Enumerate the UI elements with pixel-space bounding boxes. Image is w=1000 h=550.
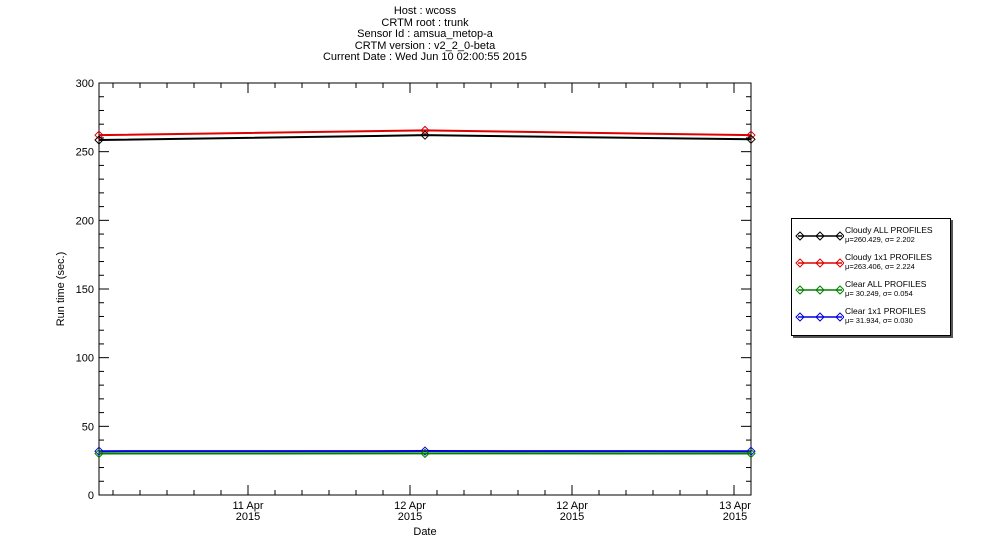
- y-tick-label: 300: [76, 78, 94, 90]
- legend-swatch-marker: [795, 285, 805, 295]
- legend-label: Clear ALL PROFILES: [845, 279, 927, 289]
- title-line-host: Host : wcoss: [393, 5, 457, 17]
- legend-swatch-marker: [795, 258, 805, 268]
- data-point: [94, 446, 104, 456]
- title-line-root: CRTM root : trunk: [381, 16, 469, 29]
- title-line-version: CRTM version : v2_2_0-beta: [354, 39, 496, 52]
- legend-label: Clear 1x1 PROFILES: [845, 306, 926, 316]
- legend-swatch-marker: [815, 312, 825, 322]
- data-point: [746, 134, 756, 145]
- legend-swatch-icon: [795, 258, 844, 268]
- legend-swatch-marker: [835, 312, 844, 322]
- legend-item-clear-all: Clear ALL PROFILES μ= 30.249, σ= 0.054: [792, 277, 950, 303]
- legend: Cloudy ALL PROFILES μ=260.429, σ= 2.202 …: [791, 218, 951, 336]
- y-axis-label: Run time (sec.): [55, 252, 67, 327]
- legend-swatch-marker: [835, 231, 844, 241]
- legend-label: Cloudy ALL PROFILES: [845, 225, 933, 235]
- x-tick-label-year: 2015: [236, 511, 260, 523]
- x-axis-label: Date: [413, 526, 436, 538]
- y-tick-label: 150: [76, 284, 94, 296]
- legend-swatch-icon: [795, 231, 844, 241]
- legend-stats: μ= 30.249, σ= 0.054: [845, 289, 913, 298]
- series-line: [98, 129, 752, 137]
- data-point: [94, 135, 104, 145]
- data-point: [746, 446, 756, 456]
- plot-frame: [98, 82, 752, 496]
- data-point: [94, 448, 104, 459]
- chart-title: Host : wcoss CRTM root : trunk Sensor Id…: [200, 5, 650, 64]
- data-point: [420, 130, 430, 140]
- legend-swatch-marker: [815, 285, 825, 295]
- y-tick-label: 250: [76, 147, 94, 159]
- x-tick-label-year: 2015: [723, 511, 747, 523]
- legend-swatch-marker: [835, 258, 844, 268]
- legend-swatch-icon: [795, 285, 844, 295]
- legend-swatch-marker: [795, 312, 805, 322]
- legend-swatch-marker: [815, 231, 825, 241]
- x-tick-label: 12 Apr: [394, 500, 426, 512]
- data-point: [420, 446, 430, 456]
- legend-swatch-icon: [795, 312, 844, 322]
- data-point: [746, 448, 756, 459]
- x-tick-label: 12 Apr: [556, 500, 588, 512]
- y-tick-label: 0: [88, 490, 94, 502]
- legend-stats: μ=260.429, σ= 2.202: [845, 235, 915, 244]
- legend-swatch-marker: [815, 258, 825, 268]
- y-tick-label: 50: [82, 421, 94, 433]
- legend-item-clear-1x1: Clear 1x1 PROFILES μ= 31.934, σ= 0.030: [792, 304, 950, 330]
- x-tick-label-year: 2015: [398, 511, 422, 523]
- legend-label: Cloudy 1x1 PROFILES: [845, 252, 932, 262]
- legend-swatch-marker: [835, 285, 844, 295]
- title-line-date: Current Date : Wed Jun 10 02:00:55 2015: [322, 51, 528, 63]
- legend-item-cloudy-all: Cloudy ALL PROFILES μ=260.429, σ= 2.202: [792, 223, 950, 249]
- x-tick-label: 11 Apr: [233, 500, 264, 512]
- data-point: [420, 448, 430, 459]
- series-line: [98, 134, 752, 141]
- legend-stats: μ= 31.934, σ= 0.030: [845, 316, 913, 325]
- x-tick-label-year: 2015: [560, 511, 584, 523]
- title-line-sensor: Sensor Id : amsua_metop-a: [357, 28, 493, 40]
- y-tick-label: 100: [76, 353, 94, 365]
- legend-stats: μ=263.406, σ= 2.224: [845, 262, 915, 271]
- legend-item-cloudy-1x1: Cloudy 1x1 PROFILES μ=263.406, σ= 2.224: [792, 250, 950, 276]
- legend-swatch-marker: [795, 231, 805, 241]
- x-tick-label: 13 Apr: [719, 500, 751, 512]
- y-tick-label: 200: [76, 215, 94, 227]
